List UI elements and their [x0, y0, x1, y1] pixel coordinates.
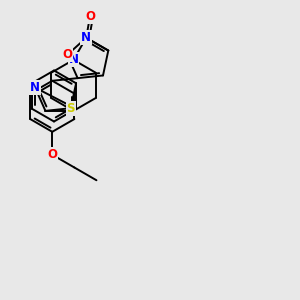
Text: N: N	[81, 31, 91, 44]
Text: O: O	[47, 148, 57, 161]
Text: N: N	[30, 81, 40, 94]
Text: O: O	[62, 48, 72, 61]
Text: S: S	[67, 102, 75, 115]
Text: O: O	[85, 10, 95, 23]
Text: N: N	[68, 53, 79, 66]
